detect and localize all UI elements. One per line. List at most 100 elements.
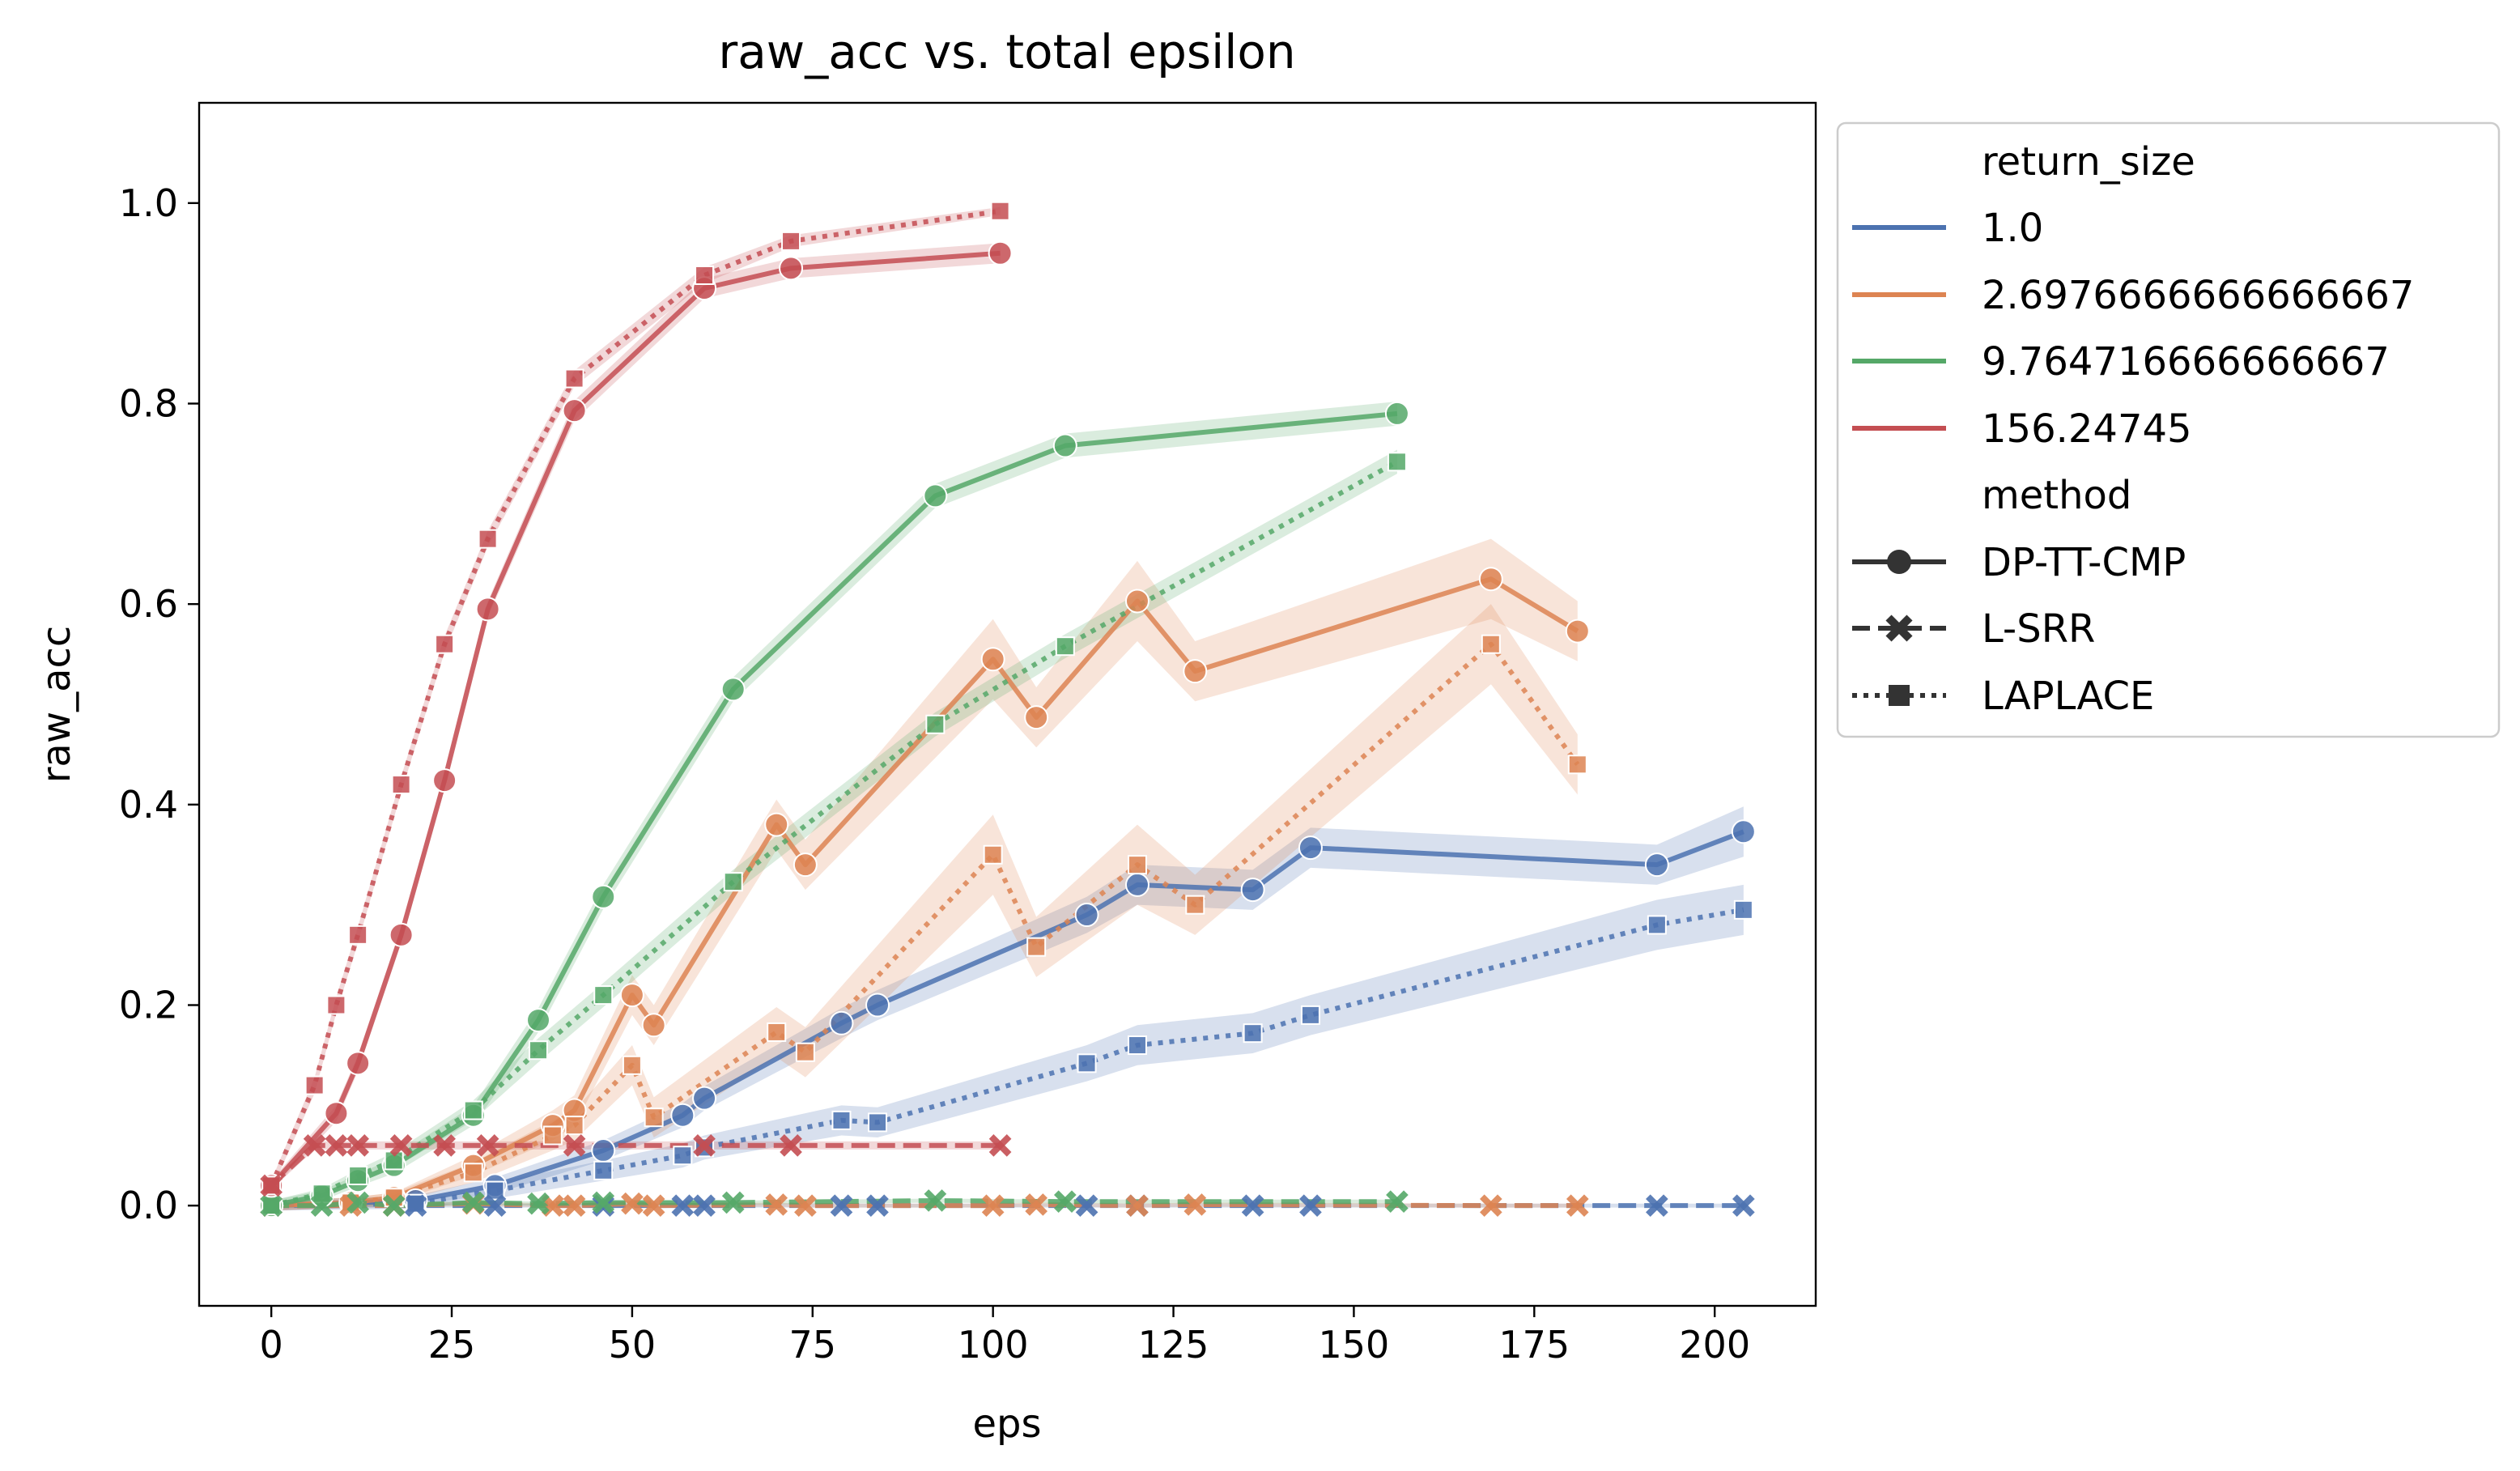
point-l-srr-2-6976666666666667 <box>1479 1194 1502 1217</box>
point-laplace-9-764716666666667 <box>925 714 946 734</box>
legend-x-marker-icon <box>1885 614 1913 642</box>
point-l-srr-156-24745 <box>303 1134 326 1157</box>
point-l-srr-9-764716666666667 <box>924 1189 947 1212</box>
band-laplace-9-764716666666667 <box>271 449 1397 1211</box>
point-laplace-1-0 <box>1077 1053 1097 1073</box>
legend-label-laplace: LAPLACE <box>1982 674 2154 719</box>
point-laplace-9-764716666666667 <box>529 1040 549 1061</box>
y-axis-ticks: 0.0 0.2 0.4 0.6 0.8 1.0 <box>119 181 199 1227</box>
x-tick-label: 75 <box>789 1323 837 1367</box>
point-laplace-2-6976666666666667 <box>1567 755 1587 775</box>
x-tick-label: 200 <box>1679 1323 1750 1367</box>
point-l-srr-9-764716666666667 <box>1386 1190 1409 1214</box>
point-dp-tt-cmp-156-24745 <box>988 240 1013 266</box>
point-laplace-156-24745 <box>781 231 801 251</box>
point-dp-tt-cmp-1-0 <box>591 1138 616 1163</box>
point-laplace-9-764716666666667 <box>463 1100 483 1120</box>
point-l-srr-156-24745 <box>260 1174 283 1197</box>
point-l-srr-1-0 <box>404 1194 427 1217</box>
y-tick-label: 0.8 <box>119 382 178 426</box>
point-l-srr-1-0 <box>866 1194 889 1217</box>
legend-label-return-size-2: 2.6976666666666667 <box>1982 273 2414 318</box>
x-tick-label: 125 <box>1138 1323 1209 1367</box>
point-l-srr-156-24745 <box>693 1134 716 1157</box>
series-markers <box>259 201 1756 1218</box>
point-laplace-2-6976666666666667 <box>564 1116 584 1136</box>
point-l-srr-156-24745 <box>389 1134 413 1157</box>
point-dp-tt-cmp-156-24745 <box>432 768 457 793</box>
point-l-srr-9-764716666666667 <box>1053 1190 1077 1214</box>
point-laplace-1-0 <box>1127 1035 1147 1056</box>
point-l-srr-1-0 <box>671 1194 695 1217</box>
point-l-srr-9-764716666666667 <box>346 1191 369 1214</box>
point-l-srr-9-764716666666667 <box>260 1194 283 1217</box>
legend-hue-title: return_size <box>1982 139 2195 185</box>
legend-box <box>1836 121 2501 738</box>
y-tick-label: 1.0 <box>119 181 178 225</box>
point-l-srr-2-6976666666666667 <box>642 1194 665 1217</box>
point-dp-tt-cmp-2-6976666666666667 <box>764 812 789 837</box>
legend-label-return-size-4: 156.24745 <box>1982 406 2192 452</box>
x-tick-label: 50 <box>609 1323 657 1367</box>
x-tick-label: 100 <box>958 1323 1029 1367</box>
point-l-srr-1-0 <box>483 1194 507 1217</box>
point-l-srr-1-0 <box>1241 1194 1264 1217</box>
x-tick-label: 175 <box>1498 1323 1570 1367</box>
point-dp-tt-cmp-156-24745 <box>324 1101 349 1126</box>
point-dp-tt-cmp-2-6976666666666667 <box>793 852 818 878</box>
point-l-srr-2-6976666666666667 <box>1126 1194 1149 1217</box>
point-dp-tt-cmp-2-6976666666666667 <box>1478 567 1503 592</box>
point-laplace-2-6976666666666667 <box>622 1055 642 1075</box>
legend-label-return-size-3: 9.764716666666667 <box>1982 339 2390 385</box>
point-laplace-2-6976666666666667 <box>795 1042 815 1062</box>
band-laplace-1-0 <box>271 884 1744 1211</box>
point-dp-tt-cmp-1-0 <box>829 1010 854 1035</box>
point-dp-tt-cmp-2-6976666666666667 <box>619 983 644 1008</box>
point-laplace-2-6976666666666667 <box>463 1163 483 1183</box>
point-l-srr-2-6976666666666667 <box>1566 1194 1589 1217</box>
point-laplace-1-0 <box>485 1180 505 1201</box>
y-tick-label: 0.2 <box>119 984 178 1027</box>
point-dp-tt-cmp-1-0 <box>670 1103 695 1128</box>
band-laplace-2-6976666666666667 <box>271 604 1578 1211</box>
point-dp-tt-cmp-1-0 <box>1298 835 1323 861</box>
band-dp-tt-cmp-1-0 <box>271 806 1744 1211</box>
point-l-srr-1-0 <box>830 1194 853 1217</box>
y-tick-label: 0.4 <box>119 783 178 827</box>
point-dp-tt-cmp-2-6976666666666667 <box>980 647 1005 672</box>
line-dp-tt-cmp-2-6976666666666667 <box>271 576 1579 1209</box>
point-l-srr-2-6976666666666667 <box>563 1194 586 1217</box>
point-laplace-2-6976666666666667 <box>983 844 1003 865</box>
point-l-srr-2-6976666666666667 <box>1025 1193 1048 1216</box>
point-laplace-156-24745 <box>435 634 455 654</box>
point-l-srr-2-6976666666666667 <box>1184 1193 1207 1216</box>
point-laplace-9-764716666666667 <box>1055 636 1075 657</box>
point-laplace-1-0 <box>1300 1005 1320 1025</box>
legend-square-marker-icon <box>1889 685 1910 706</box>
point-dp-tt-cmp-9-764716666666667 <box>1052 433 1077 458</box>
point-dp-tt-cmp-9-764716666666667 <box>526 1008 551 1033</box>
point-dp-tt-cmp-1-0 <box>865 993 890 1018</box>
point-laplace-1-0 <box>868 1112 888 1133</box>
point-l-srr-2-6976666666666667 <box>981 1194 1005 1217</box>
point-l-srr-9-764716666666667 <box>527 1192 550 1215</box>
point-dp-tt-cmp-1-0 <box>1644 852 1669 878</box>
point-dp-tt-cmp-1-0 <box>1074 903 1099 928</box>
point-l-srr-9-764716666666667 <box>382 1194 406 1217</box>
point-laplace-1-0 <box>1243 1023 1263 1044</box>
plot-frame <box>198 101 1817 1307</box>
point-laplace-1-0 <box>1647 915 1667 935</box>
point-l-srr-1-0 <box>1075 1194 1099 1217</box>
point-laplace-2-6976666666666667 <box>542 1125 563 1146</box>
point-dp-tt-cmp-156-24745 <box>389 922 414 947</box>
point-l-srr-9-764716666666667 <box>461 1191 485 1214</box>
point-laplace-9-764716666666667 <box>348 1166 368 1186</box>
point-dp-tt-cmp-9-764716666666667 <box>1384 401 1409 426</box>
point-l-srr-1-0 <box>1646 1194 1668 1217</box>
legend-label-l-srr: L-SRR <box>1982 606 2095 652</box>
point-laplace-156-24745 <box>391 775 411 795</box>
point-laplace-1-0 <box>673 1146 693 1166</box>
chart-title: raw_acc vs. total epsilon <box>718 24 1295 79</box>
point-l-srr-2-6976666666666667 <box>621 1192 644 1215</box>
